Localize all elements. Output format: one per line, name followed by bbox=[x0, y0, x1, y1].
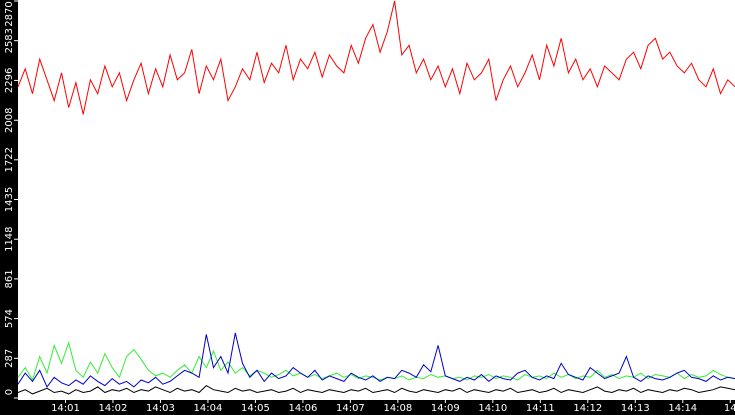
y-tick-label: 0 bbox=[4, 389, 15, 395]
x-tick-label: 14:03 bbox=[146, 403, 175, 414]
x-tick-label: 14:11 bbox=[526, 403, 555, 414]
y-axis-strip bbox=[0, 0, 18, 415]
x-tick-label: 14:08 bbox=[383, 403, 412, 414]
x-tick-label: 14:04 bbox=[194, 403, 223, 414]
y-tick-label: 2296 bbox=[4, 68, 15, 93]
series-line bbox=[17, 0, 735, 115]
x-tick-label: 14:07 bbox=[336, 403, 365, 414]
y-tick-label: 1435 bbox=[4, 187, 15, 212]
x-tick-label: 14:05 bbox=[241, 403, 270, 414]
series-line bbox=[17, 384, 735, 395]
y-tick-label: 1722 bbox=[4, 147, 15, 172]
y-tick-label: 1148 bbox=[4, 226, 15, 251]
x-tick-label: 14:01 bbox=[51, 403, 80, 414]
x-tick-label: 14:10 bbox=[478, 403, 507, 414]
x-tick-label: 14:06 bbox=[288, 403, 317, 414]
series-line bbox=[17, 332, 735, 388]
x-tick-label: 14:14 bbox=[668, 403, 697, 414]
x-tick-label: 14 bbox=[724, 403, 735, 414]
x-tick-label: 14:13 bbox=[621, 403, 650, 414]
x-tick-label: 14:09 bbox=[431, 403, 460, 414]
y-tick-label: 574 bbox=[4, 309, 15, 328]
y-tick-label: 2008 bbox=[4, 108, 15, 133]
y-tick-label: 2583 bbox=[4, 28, 15, 53]
x-axis-strip bbox=[0, 400, 735, 415]
x-tick-label: 14:02 bbox=[99, 403, 128, 414]
y-tick-label: 2870 bbox=[4, 1, 15, 26]
y-tick-label: 287 bbox=[4, 349, 15, 368]
y-tick-label: 861 bbox=[4, 269, 15, 288]
x-tick-label: 14:12 bbox=[573, 403, 602, 414]
